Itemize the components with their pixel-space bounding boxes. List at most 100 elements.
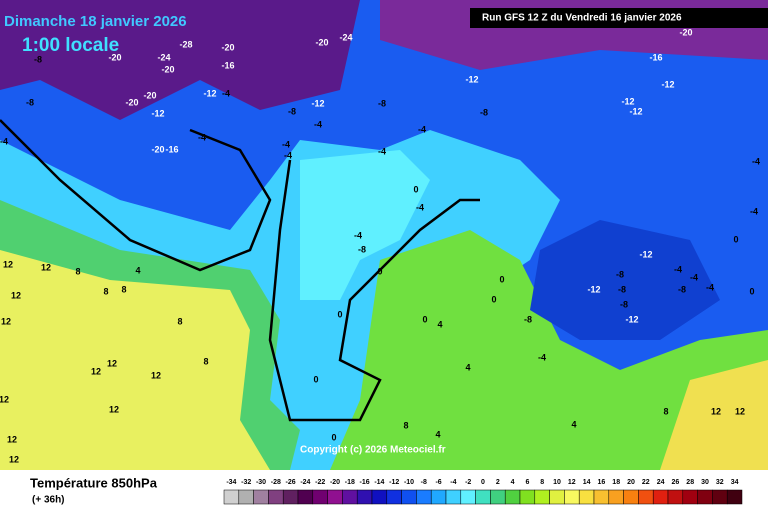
legend-swatch xyxy=(623,489,639,505)
legend-label: 24 xyxy=(657,479,665,486)
isotherm-label: 8 xyxy=(203,356,208,366)
footer-lead: (+ 36h) xyxy=(32,495,65,506)
isotherm-label: 12 xyxy=(107,358,117,368)
isotherm-label: 12 xyxy=(711,406,721,416)
isotherm-label: -20 xyxy=(151,144,164,154)
footer-title: Température 850hPa xyxy=(30,475,158,490)
legend-label: 0 xyxy=(481,479,485,486)
legend-swatch xyxy=(475,489,491,505)
legend-swatch xyxy=(712,489,728,505)
isotherm-label: -20 xyxy=(161,64,174,74)
legend-label: -8 xyxy=(421,479,427,486)
legend-swatch xyxy=(386,489,402,505)
legend-swatch xyxy=(430,489,447,505)
legend-swatch xyxy=(504,489,521,505)
isotherm-label: 0 xyxy=(749,286,754,296)
isotherm-label: -4 xyxy=(222,88,230,98)
isotherm-label: -4 xyxy=(282,139,290,149)
isotherm-label: -8 xyxy=(480,107,488,117)
legend-label: -10 xyxy=(404,479,414,486)
legend-swatch xyxy=(460,489,476,505)
isotherm-label: 0 xyxy=(499,274,504,284)
isotherm-label: 4 xyxy=(437,319,442,329)
isotherm-label: -8 xyxy=(616,269,624,279)
legend-label: -26 xyxy=(286,479,296,486)
run-info: Run GFS 12 Z du Vendredi 16 janvier 2026 xyxy=(482,13,682,24)
legend-label: -30 xyxy=(256,479,266,486)
warm-region xyxy=(330,230,768,470)
legend-label: -22 xyxy=(315,479,325,486)
isotherm-label: 8 xyxy=(403,420,408,430)
isotherm-label: -20 xyxy=(221,42,234,52)
legend-label: 22 xyxy=(642,479,650,486)
isotherm-label: -4 xyxy=(354,230,362,240)
legend-swatch xyxy=(578,489,595,505)
legend-swatch xyxy=(445,489,462,505)
legend-label: 12 xyxy=(568,479,576,486)
legend-label: 28 xyxy=(686,479,694,486)
isotherm-label: 4 xyxy=(435,429,440,439)
legend-swatch xyxy=(593,489,610,505)
isotherm-label: -24 xyxy=(157,52,170,62)
legend-swatch xyxy=(416,489,432,505)
isotherm-label: -4 xyxy=(750,206,758,216)
map: Run GFS 12 Z du Vendredi 16 janvier 2026… xyxy=(0,0,768,470)
isotherm-label: -8 xyxy=(618,284,626,294)
legend-label: -16 xyxy=(360,479,370,486)
isotherm-label: -4 xyxy=(674,264,682,274)
legend-label: -14 xyxy=(374,479,384,486)
isotherm-label: 12 xyxy=(3,259,13,269)
legend-label: -34 xyxy=(226,479,236,486)
isotherm-label: -24 xyxy=(339,32,352,42)
legend-swatch xyxy=(564,489,580,505)
cold-region xyxy=(0,0,360,120)
isotherm-label: 0 xyxy=(377,266,382,276)
isotherm-label: -16 xyxy=(649,52,662,62)
legend-label: 20 xyxy=(627,479,635,486)
legend-swatch xyxy=(371,489,388,505)
isotherm-label: -4 xyxy=(314,119,322,129)
legend-swatch xyxy=(638,489,654,505)
map-subtitle: 1:00 locale xyxy=(22,35,119,56)
legend-label: 32 xyxy=(716,479,724,486)
isotherm-label: 4 xyxy=(135,265,140,275)
isotherm-label: 0 xyxy=(331,432,336,442)
legend-label: 4 xyxy=(511,479,515,486)
legend-swatch xyxy=(268,489,284,505)
legend-label: -12 xyxy=(389,479,399,486)
isotherm-label: -12 xyxy=(151,108,164,118)
legend-label: 6 xyxy=(525,479,529,486)
legend-label: 2 xyxy=(496,479,500,486)
legend-label: 30 xyxy=(701,479,709,486)
run-box xyxy=(470,8,768,28)
legend-label: -2 xyxy=(465,479,471,486)
isotherm-label: -4 xyxy=(690,272,698,282)
isotherm-label: 12 xyxy=(91,366,101,376)
isotherm-label: 0 xyxy=(422,314,427,324)
isotherm-label: -12 xyxy=(661,79,674,89)
isotherm-label: 0 xyxy=(491,294,496,304)
isotherm-label: -20 xyxy=(108,52,121,62)
isotherm-label: 12 xyxy=(735,406,745,416)
isotherm-label: 12 xyxy=(7,434,17,444)
isotherm-label: 0 xyxy=(733,234,738,244)
isotherm-label: -4 xyxy=(198,132,206,142)
isotherm-label: 12 xyxy=(1,316,11,326)
legend-swatch xyxy=(327,489,343,505)
legend-swatch xyxy=(726,489,743,505)
legend-swatch xyxy=(253,489,269,505)
isotherm-label: -20 xyxy=(125,97,138,107)
legend-swatch xyxy=(401,489,417,505)
isotherm-label: 4 xyxy=(465,362,470,372)
legend-label: -20 xyxy=(330,479,340,486)
isotherm-label: -4 xyxy=(706,282,714,292)
isotherm-label: -12 xyxy=(639,249,652,259)
legend-label: -4 xyxy=(450,479,456,486)
isotherm-label: 8 xyxy=(121,284,126,294)
isotherm-label: -4 xyxy=(752,156,760,166)
isotherm-label: -20 xyxy=(143,90,156,100)
isotherm-label: -12 xyxy=(203,88,216,98)
zero-isotherm xyxy=(268,159,480,422)
isotherm-label: 0 xyxy=(337,309,342,319)
